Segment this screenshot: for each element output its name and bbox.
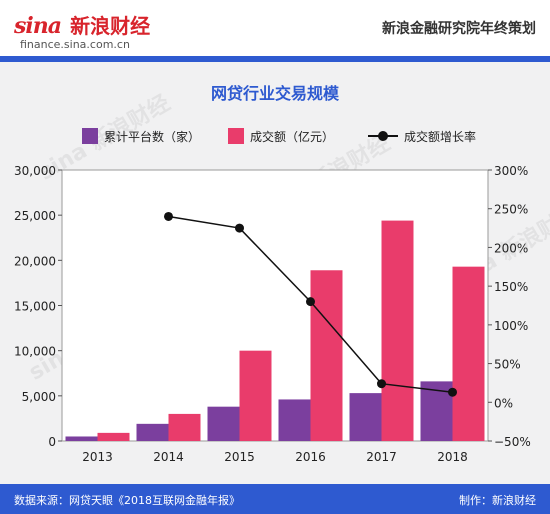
plot-area [61,169,489,442]
y-right-tick-label: −50% [494,435,531,449]
bar-volume [239,350,272,441]
growth-point [377,379,386,389]
sina-logo: sina [14,13,62,39]
y-left-tick-label: 10,000 [14,345,56,359]
bar-platforms [136,423,169,441]
growth-point [164,211,173,221]
footer-credit: 制作：新浪财经 [459,494,536,507]
bar-volume [381,220,414,441]
bar-volume [97,432,130,441]
x-tick-label: 2015 [224,450,255,464]
legend-label-platforms: 累计平台数（家） [104,129,200,144]
header-subtitle: 新浪金融研究院年终策划 [382,21,536,37]
y-left-tick-label: 25,000 [14,209,56,223]
brand[interactable]: sina 新浪财经 [14,10,150,39]
legend-label-volume: 成交额（亿元） [250,129,334,144]
bar-platforms [278,399,311,441]
growth-point [448,387,457,397]
y-left-tick-label: 15,000 [14,300,56,314]
y-right-tick-label: 300% [494,164,528,178]
x-tick-label: 2013 [82,450,113,464]
bar-platforms [207,406,240,441]
x-tick-label: 2018 [437,450,468,464]
header: sina 新浪财经 finance.sina.com.cn 新浪金融研究院年终策… [0,0,550,56]
chart-title: 网贷行业交易规模 [210,84,339,103]
y-right-tick-label: 0% [494,396,513,410]
y-left-tick-label: 30,000 [14,164,56,178]
y-right-tick-label: 50% [494,358,521,372]
bar-volume [310,270,343,441]
brand-url[interactable]: finance.sina.com.cn [20,38,130,51]
y-right-tick-label: 250% [494,203,528,217]
chart: 累计平台数（家） 成交额（亿元） 成交额增长率 0 5,000 10,000 15,000 2… [14,128,531,464]
y-right-tick-label: 150% [494,280,528,294]
bar-platforms [65,436,98,441]
bar-volume [168,413,201,441]
y-left-tick-label: 0 [48,435,56,449]
y-left-tick-label: 5,000 [22,390,56,404]
legend-swatch-platforms [82,128,98,144]
header-divider [0,56,550,62]
bar-platforms [349,393,382,441]
y-right-tick-label: 100% [494,319,528,333]
data-source: 数据来源：网贷天眼《2018互联网金融年报》 [14,494,240,507]
growth-point [235,223,244,233]
bar-volume [452,266,485,441]
x-tick-label: 2017 [366,450,397,464]
growth-point [306,297,315,307]
footer: 数据来源：网贷天眼《2018互联网金融年报》 制作：新浪财经 [0,484,550,514]
legend-swatch-volume [228,128,244,144]
y-left-tick-label: 20,000 [14,254,56,268]
legend-label-growth: 成交额增长率 [404,129,476,144]
y-right-tick-label: 200% [494,241,528,255]
x-tick-label: 2016 [295,450,326,464]
x-tick-label: 2014 [153,450,184,464]
legend-marker-growth [378,131,388,141]
brand-name: 新浪财经 [70,14,151,38]
